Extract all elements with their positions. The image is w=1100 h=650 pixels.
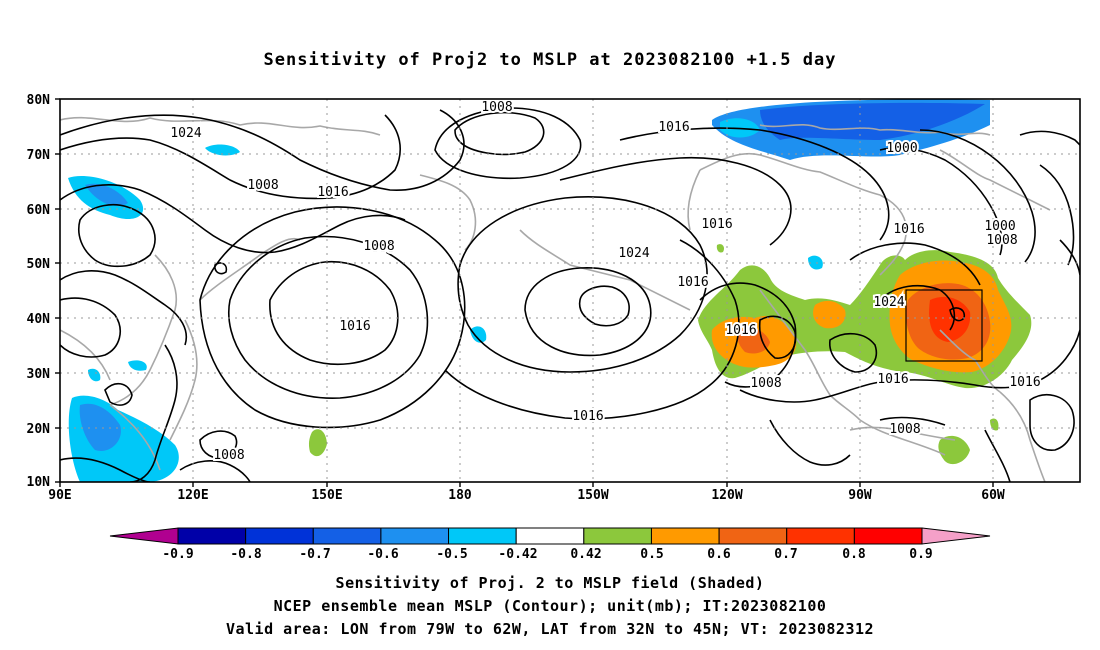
contour-label: 1008 (363, 241, 394, 256)
lon-label: 90E (48, 488, 71, 503)
footer-line-2: NCEP ensemble mean MSLP (Contour); unit(… (273, 597, 827, 615)
colorbar-cell (245, 527, 314, 545)
contour-label: 1008 (363, 239, 394, 254)
colorbar-labels: -0.9 -0.8 -0.7 -0.6 -0.5 -0.42 0.42 0.5 … (162, 547, 932, 562)
footer-line-3: Valid area: LON from 79W to 62W, LAT fro… (225, 620, 875, 638)
lon-label: 120W (711, 488, 742, 503)
contour-label: 1008 (247, 178, 278, 193)
colorbar-cell (515, 527, 585, 545)
sensitivity-shading (68, 99, 1032, 482)
colorbar-label: -0.5 (436, 547, 467, 562)
colorbar-label: -0.6 (367, 547, 398, 562)
lat-label: 40N (27, 312, 51, 327)
contour-label: 1008 (889, 422, 920, 437)
colorbar-cell (583, 527, 652, 545)
contour-label: 1016 (677, 275, 708, 290)
contour-label: 1024 (170, 126, 201, 141)
mslp-contours (60, 107, 1080, 482)
colorbar-low-arrow (109, 527, 179, 545)
lat-label: 50N (27, 257, 51, 272)
lat-label: 20N (27, 422, 51, 437)
lat-label: 10N (27, 475, 51, 490)
positive-sensitivity-strong-2 (737, 328, 770, 354)
colorbar-high-arrow (921, 527, 991, 545)
negative-sensitivity-small-5 (128, 360, 147, 371)
contour-label: 1008 (986, 233, 1017, 248)
colorbar-cell (177, 527, 247, 545)
contour-label: 1016 (893, 222, 924, 237)
colorbar-label: 0.42 (570, 547, 601, 562)
contour-label: 1024 (618, 246, 649, 261)
colorbar-label: -0.7 (299, 547, 330, 562)
contour-label: 1024 (873, 295, 904, 310)
contour-label: 1008 (213, 448, 244, 463)
positive-sensitivity-orange-2 (813, 300, 846, 329)
plot-frame (59, 98, 1081, 483)
contour-labels: 1008 1024 1016 1016 1008 1008 1016 1008 1024 1016… (168, 99, 1042, 465)
lat-label: 60N (27, 203, 51, 218)
colorbar-label: -0.9 (162, 547, 193, 562)
longitude-labels: 90E 120E 150E 180 150W 120W 90W 60W (48, 488, 1005, 503)
colorbar-cell (718, 527, 788, 545)
positive-sensitivity-green-small-1 (308, 429, 327, 457)
map-title: Sensitivity of Proj2 to MSLP at 20230821… (263, 50, 837, 70)
contour-label: 1016 (339, 319, 370, 334)
colorbar-cell (786, 527, 855, 545)
contour-label: 1016 (725, 323, 756, 338)
contour-label: 1016 (572, 409, 603, 424)
contour-label: 1016 (658, 120, 689, 135)
lon-label: 60W (981, 488, 1005, 503)
negative-sensitivity-asia-core (85, 183, 128, 206)
footer-line-1: Sensitivity of Proj. 2 to MSLP field (Sh… (335, 574, 765, 592)
valid-area-box (905, 289, 983, 362)
negative-sensitivity-small-2 (470, 326, 487, 343)
negative-sensitivity-small-4 (88, 368, 101, 382)
contour-label: 1016 (317, 185, 348, 200)
colorbar-label: 0.6 (707, 547, 731, 562)
lat-label: 30N (27, 367, 51, 382)
colorbar: -0.9 -0.8 -0.7 -0.6 -0.5 -0.42 0.42 0.5 … (109, 527, 991, 562)
contour-label: 1008 (481, 100, 512, 115)
lon-label: 150W (577, 488, 608, 503)
contour-label: 1016 (701, 217, 732, 232)
negative-sensitivity-small-1 (205, 144, 240, 156)
colorbar-label: 0.5 (640, 547, 663, 562)
colorbar-label: 0.8 (842, 547, 866, 562)
lat-label: 70N (27, 148, 51, 163)
contour-label: 1000 (984, 219, 1015, 234)
contour-label: 1000 (886, 141, 917, 156)
negative-sensitivity-arctic-core (760, 102, 985, 140)
positive-sensitivity-green-small-3 (990, 418, 999, 431)
colorbar-label: -0.42 (498, 547, 537, 562)
positive-sensitivity-green-small-4 (716, 244, 725, 253)
negative-sensitivity-small-3 (808, 255, 823, 270)
colorbar-cell (853, 527, 923, 545)
colorbar-cell (448, 527, 517, 545)
contour-label: 1008 (750, 376, 781, 391)
colorbar-label: 0.7 (774, 547, 797, 562)
axis-ticks (55, 98, 994, 487)
contour-label: 1016 (877, 372, 908, 387)
latitude-labels: 80N 70N 60N 50N 40N 30N 20N 10N (27, 93, 51, 490)
positive-sensitivity-green-small-2 (938, 435, 970, 465)
lat-label: 80N (27, 93, 51, 108)
colorbar-cell (312, 527, 382, 545)
lon-label: 180 (448, 488, 472, 503)
lon-label: 150E (311, 488, 342, 503)
colorbar-cell (380, 527, 450, 545)
lon-label: 90W (848, 488, 872, 503)
negative-sensitivity-south-china-core (79, 403, 121, 451)
colorbar-label: 0.9 (909, 547, 932, 562)
colorbar-cell (650, 527, 720, 545)
lon-label: 120E (177, 488, 208, 503)
contour-label: 1016 (1009, 375, 1040, 390)
colorbar-label: -0.8 (230, 547, 261, 562)
gridlines (60, 99, 1080, 482)
